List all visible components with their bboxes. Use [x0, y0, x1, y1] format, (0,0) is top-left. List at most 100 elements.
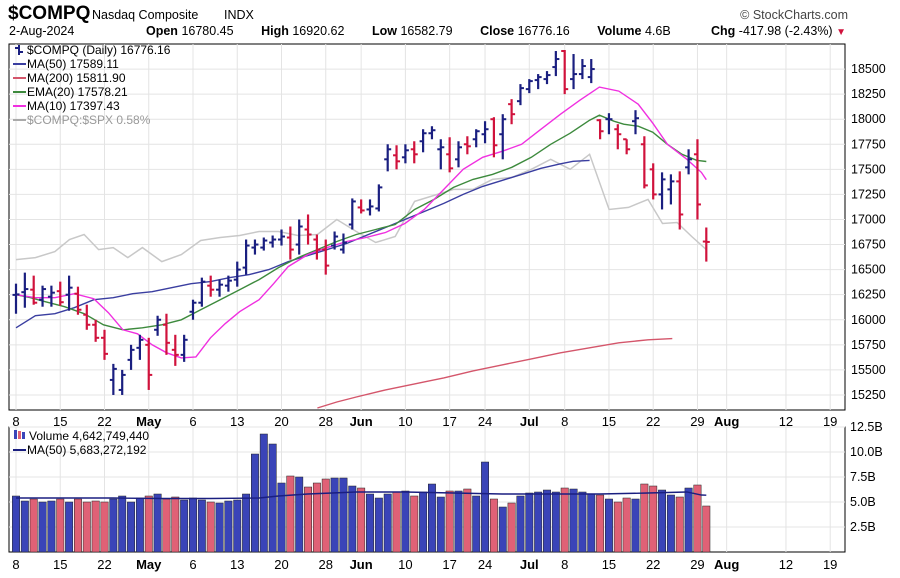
legend-volume-swatch-a	[14, 430, 17, 439]
volume-bar	[578, 491, 587, 553]
exchange: INDX	[224, 8, 254, 22]
price-tick-label: 17750	[851, 137, 886, 151]
volume-x-tick-label: 29	[690, 557, 704, 572]
price-x-tick-label: 19	[823, 414, 837, 429]
volume-bar	[189, 497, 197, 553]
legend-volume-label: Volume 4,642,749,440	[29, 429, 149, 443]
volume-bar	[445, 490, 454, 553]
price-x-tick-label: 22	[97, 414, 111, 429]
price-x-tick-label: 15	[602, 414, 616, 429]
volume-bar	[622, 497, 631, 553]
volume-bar	[472, 495, 481, 553]
volume-bar	[357, 487, 366, 553]
volume-bar	[127, 501, 135, 553]
volume-bar	[206, 501, 215, 553]
price-x-tick-label: 28	[319, 414, 333, 429]
price-tick-label: 15750	[851, 338, 886, 352]
open-label: Open	[146, 24, 178, 38]
volume-x-tick-label: 22	[97, 557, 111, 572]
volume-bar	[339, 477, 348, 553]
volume-bar	[268, 443, 277, 553]
chart-header: $COMPQ Nasdaq Composite INDX © StockChar…	[0, 0, 900, 40]
price-x-tick-label: 24	[478, 414, 492, 429]
price-tick-label: 17250	[851, 187, 886, 201]
price-panel-frame	[8, 43, 846, 411]
price-x-tick-label: 15	[53, 414, 67, 429]
chg-label: Chg	[711, 24, 736, 38]
price-x-tick-label: 8	[12, 414, 19, 429]
volume-bar	[295, 476, 304, 553]
volume-bar	[100, 501, 109, 553]
volume-bar	[534, 491, 543, 553]
price-tick-label: 18000	[851, 112, 886, 126]
legend-vol-ma50-label: MA(50) 5,683,272,192	[27, 443, 147, 457]
price-x-tick-label: 20	[274, 414, 288, 429]
volume-x-tick-label: 8	[12, 557, 19, 572]
price-x-tick-label: Aug	[714, 414, 739, 429]
price-tick-label: 15500	[851, 363, 886, 377]
chg-value: -417.98 (-2.43%)	[738, 24, 833, 38]
volume-bar	[410, 495, 419, 553]
volume-bar	[481, 461, 490, 553]
volume-bar	[489, 498, 498, 553]
volume-bar	[135, 497, 144, 553]
close-label: Close	[480, 24, 515, 38]
volume-bar	[162, 498, 171, 553]
legend-ma50-label: MA(50) 17589.11	[27, 57, 119, 71]
volume-x-tick-label: Jul	[520, 557, 539, 572]
volume-bar	[38, 501, 47, 553]
volume-bar	[56, 498, 65, 553]
volume-tick-label: 5.0B	[850, 495, 876, 509]
volume-bar	[649, 485, 658, 553]
volume-tick-label: 12.5B	[850, 420, 883, 434]
volume-bar	[286, 475, 295, 553]
volume-x-tick-label: 10	[398, 557, 412, 572]
price-x-tick-label: 10	[398, 414, 412, 429]
volume-bar	[171, 496, 180, 553]
volume-bar	[153, 493, 162, 553]
volume-bar	[419, 491, 428, 553]
open-value: 16780.45	[181, 24, 234, 38]
chart-date: 2-Aug-2024	[9, 24, 75, 38]
volume-bar	[215, 502, 224, 553]
volume-x-tick-label: 24	[478, 557, 492, 572]
price-tick-label: 16000	[851, 313, 886, 327]
legend-ma10-label: MA(10) 17397.43	[27, 99, 120, 113]
legend-price-label: $COMPQ (Daily) 16776.16	[27, 43, 171, 57]
price-x-tick-label: 13	[230, 414, 244, 429]
chg-down-marker: ▼	[836, 27, 846, 38]
volume-bar	[675, 496, 684, 553]
price-x-tick-label: Jul	[520, 414, 539, 429]
rel-strength-line	[15, 153, 707, 263]
volume-bar	[463, 488, 472, 553]
high-value: 16920.62	[292, 24, 345, 38]
volume-bar	[392, 491, 401, 553]
volume-bar	[702, 505, 711, 553]
volume-bar	[525, 492, 534, 553]
volume-tick-label: 2.5B	[850, 520, 876, 534]
volume-bar	[233, 499, 242, 553]
price-tick-label: 16250	[851, 288, 886, 302]
symbol: $COMPQ	[8, 3, 91, 24]
price-tick-label: 17500	[851, 162, 886, 176]
volume-bar	[684, 487, 693, 553]
volume-bar	[251, 453, 259, 553]
low-value: 16582.79	[400, 24, 453, 38]
price-x-tick-label: 6	[189, 414, 196, 429]
volume-x-tick-label: 6	[189, 557, 196, 572]
volume-x-tick-label: 12	[779, 557, 793, 572]
ohlc-readout: Open 16780.45 High 16920.62 Low 16582.79…	[146, 24, 695, 38]
volume-ma50-line	[16, 491, 707, 500]
volume-bar	[374, 497, 383, 553]
volume-bar	[613, 501, 622, 553]
volume-bar	[312, 482, 321, 553]
price-tick-label: 18500	[851, 62, 886, 76]
volume-bar	[20, 500, 29, 553]
volume-x-tick-label: May	[136, 557, 162, 572]
legend-volume-swatch-b	[18, 431, 21, 439]
volume-bar	[428, 483, 436, 553]
volume-bar	[551, 491, 560, 553]
volume-bar	[666, 494, 675, 553]
volume-x-tick-label: 19	[823, 557, 837, 572]
